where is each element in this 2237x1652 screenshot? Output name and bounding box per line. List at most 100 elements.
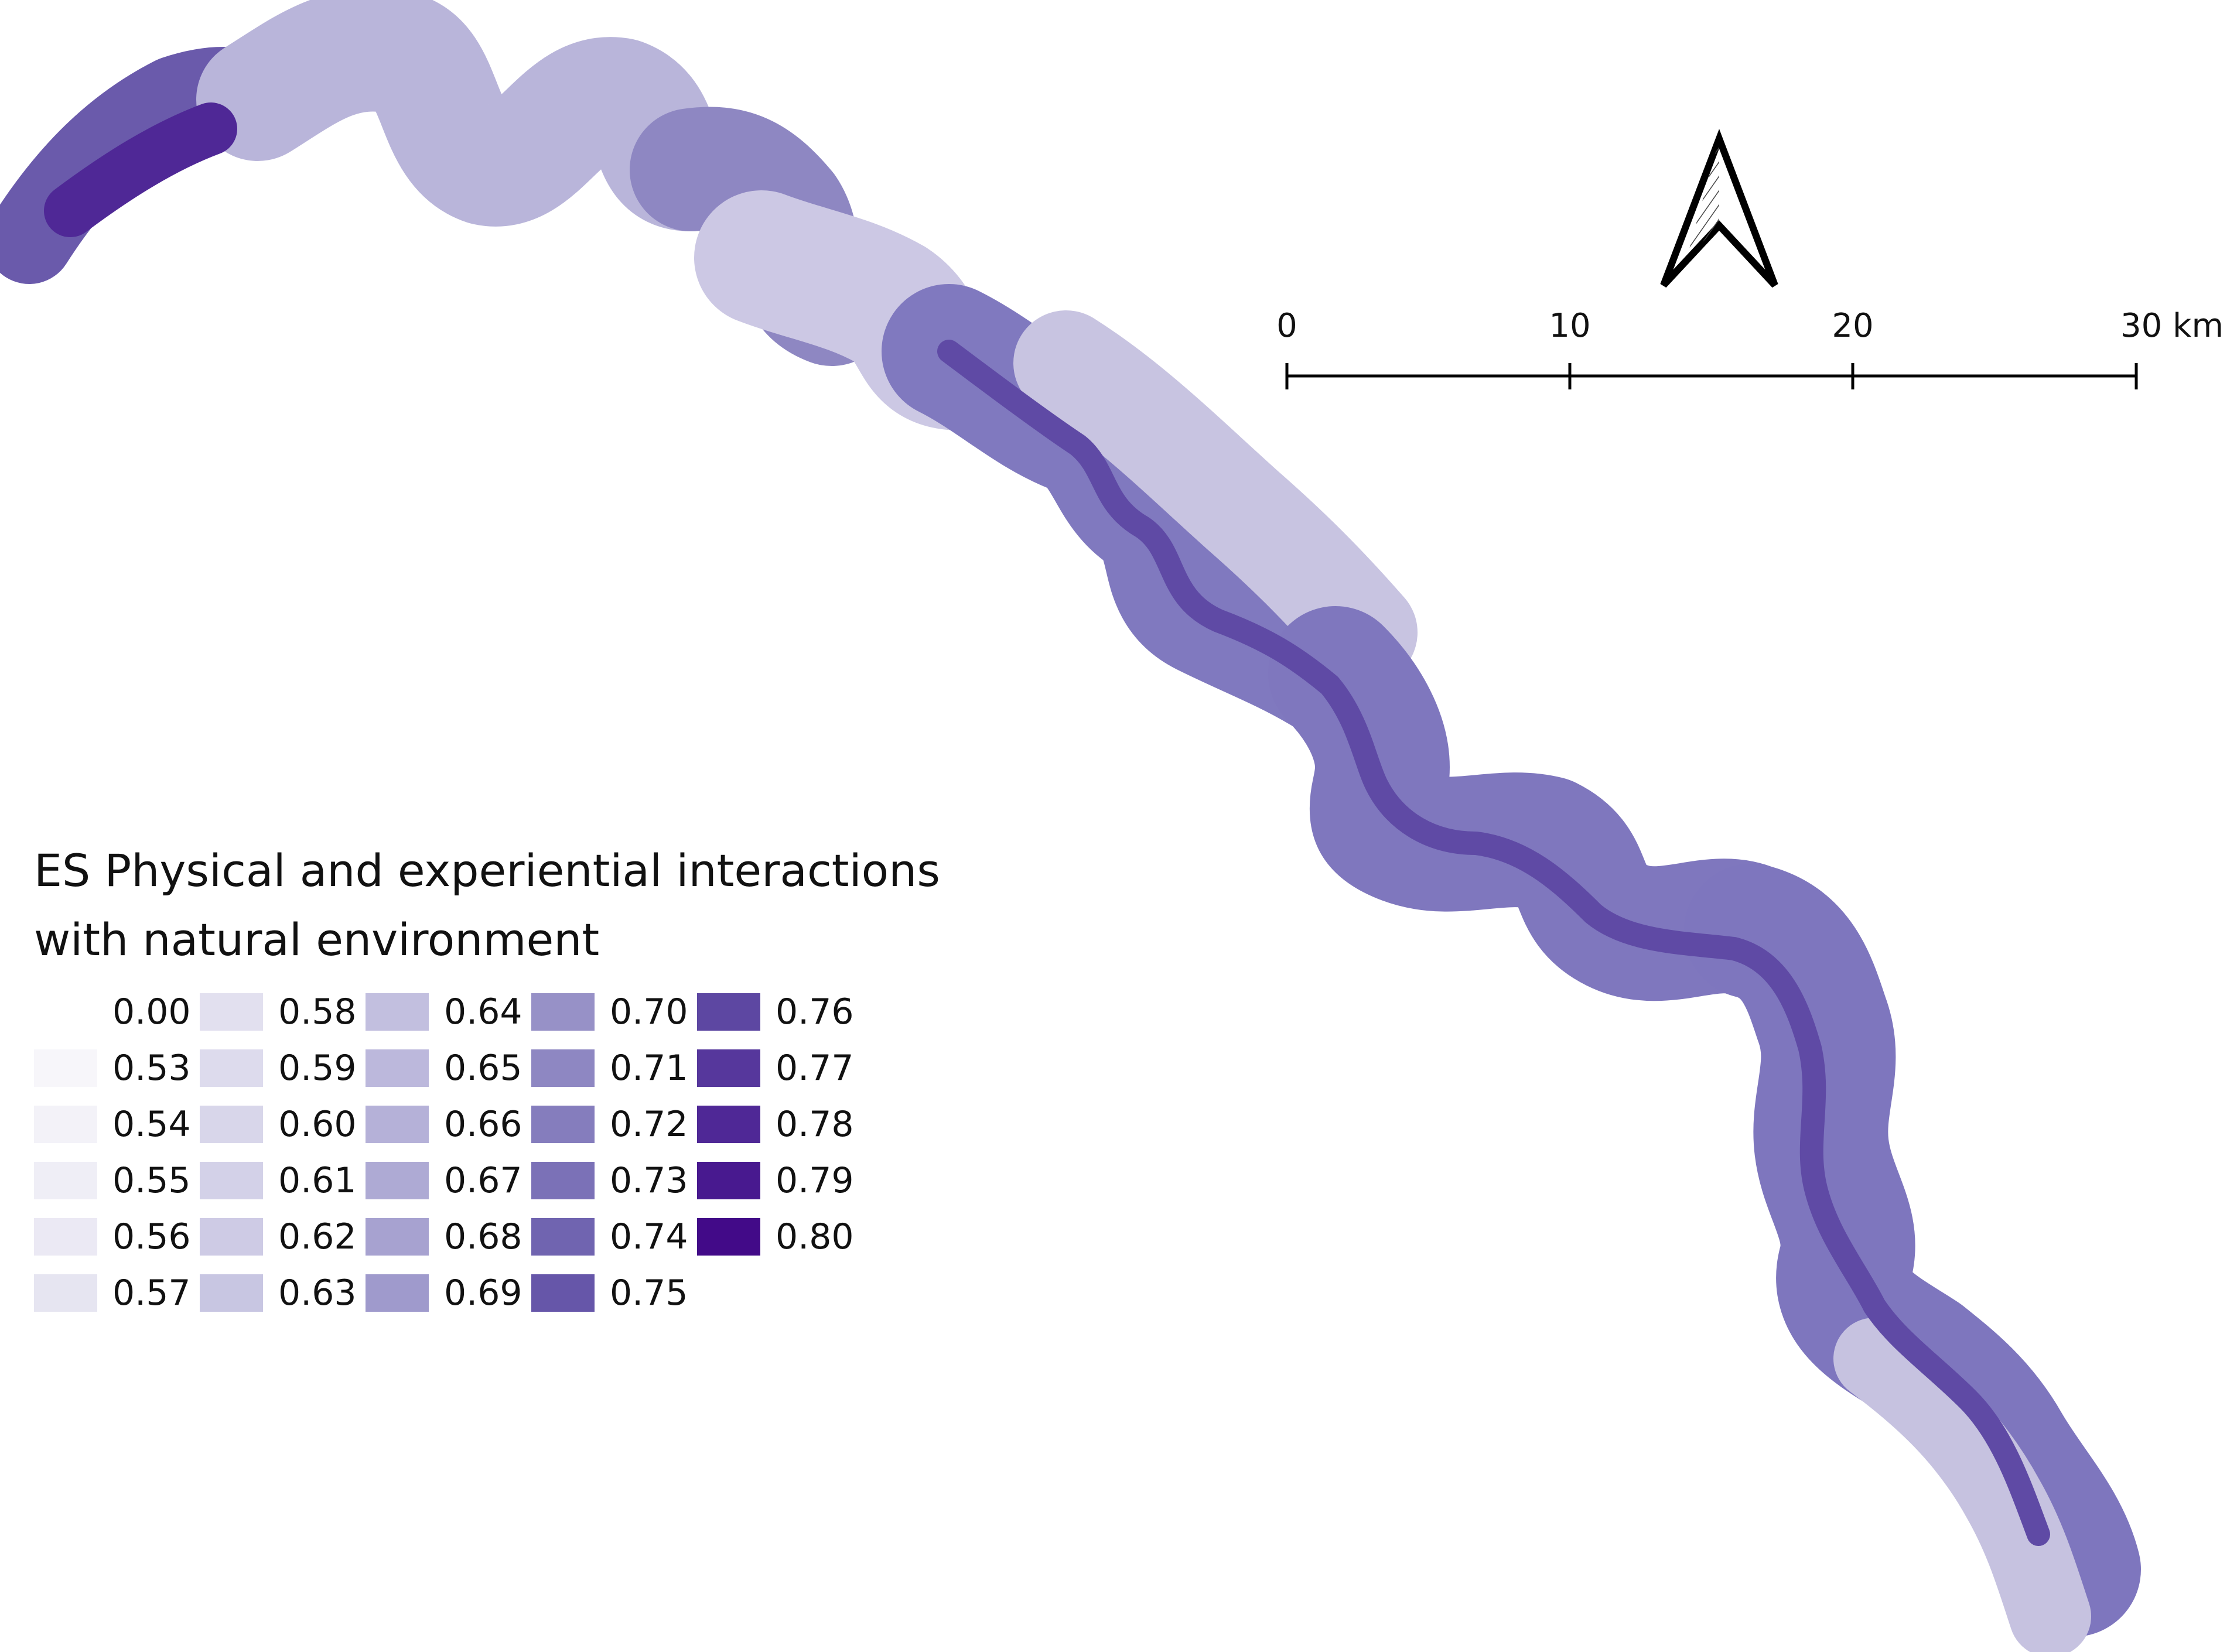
legend-label: 0.64 xyxy=(444,991,522,1032)
legend-title: ES Physical and experiential interaction… xyxy=(34,836,940,974)
legend-swatch xyxy=(531,1162,595,1199)
legend-entry: 0.00 xyxy=(34,989,191,1035)
legend-entry: 0.74 xyxy=(531,1213,688,1260)
legend-label: 0.75 xyxy=(610,1273,688,1314)
legend-entry: 0.67 xyxy=(366,1157,522,1204)
legend-label: 0.54 xyxy=(112,1104,191,1145)
legend-entry: 0.60 xyxy=(200,1101,357,1148)
scale-bar-labels: 0 10 20 30 km xyxy=(1276,307,2224,345)
legend-entry: 0.76 xyxy=(697,989,854,1035)
legend-entry: 0.57 xyxy=(34,1270,191,1316)
legend-entry: 0.70 xyxy=(531,989,688,1035)
legend-swatch xyxy=(366,1162,429,1199)
legend-label: 0.60 xyxy=(278,1104,357,1145)
legend-label: 0.69 xyxy=(444,1273,522,1314)
legend-swatch xyxy=(200,1162,263,1199)
legend-swatch xyxy=(697,1218,760,1256)
scale-label-20: 20 xyxy=(1832,307,1873,345)
legend-label: 0.62 xyxy=(278,1216,357,1257)
legend-label: 0.61 xyxy=(278,1160,357,1201)
legend-swatch xyxy=(34,1106,97,1143)
legend-label: 0.56 xyxy=(112,1216,191,1257)
legend-entry: 0.64 xyxy=(366,989,522,1035)
legend-entry: 0.75 xyxy=(531,1270,688,1316)
legend-swatch xyxy=(34,1049,97,1087)
legend-label: 0.71 xyxy=(610,1048,688,1089)
legend-label: 0.00 xyxy=(112,991,191,1032)
legend-label: 0.79 xyxy=(776,1160,854,1201)
north-arrow-icon xyxy=(1660,129,1778,288)
legend-entry: 0.61 xyxy=(200,1157,357,1204)
legend-label: 0.74 xyxy=(610,1216,688,1257)
legend-label: 0.65 xyxy=(444,1048,522,1089)
legend-entry: 0.77 xyxy=(697,1045,854,1092)
legend-swatch xyxy=(366,1106,429,1143)
legend-swatch xyxy=(34,993,97,1031)
legend-entry: 0.63 xyxy=(200,1270,357,1316)
legend-entry: 0.55 xyxy=(34,1157,191,1204)
legend-swatch xyxy=(34,1162,97,1199)
legend-swatch xyxy=(531,1274,595,1312)
legend-entry: 0.71 xyxy=(531,1045,688,1092)
legend-swatch xyxy=(697,1162,760,1199)
river-corridor xyxy=(0,0,2141,1652)
legend-swatch xyxy=(200,1106,263,1143)
legend-entry: 0.58 xyxy=(200,989,357,1035)
legend-entry: 0.69 xyxy=(366,1270,522,1316)
legend-label: 0.63 xyxy=(278,1273,357,1314)
legend-swatch xyxy=(697,993,760,1031)
legend-entry: 0.66 xyxy=(366,1101,522,1148)
legend-entry: 0.54 xyxy=(34,1101,191,1148)
scale-label-10: 10 xyxy=(1549,307,1590,345)
legend-swatch xyxy=(366,1274,429,1312)
legend-swatch xyxy=(531,1218,595,1256)
legend-swatch xyxy=(531,1049,595,1087)
legend-swatch xyxy=(200,993,263,1031)
legend-entry: 0.78 xyxy=(697,1101,854,1148)
legend-entry: 0.79 xyxy=(697,1157,854,1204)
legend-label: 0.55 xyxy=(112,1160,191,1201)
legend-label: 0.58 xyxy=(278,991,357,1032)
legend-entry: 0.53 xyxy=(34,1045,191,1092)
legend-label: 0.57 xyxy=(112,1273,191,1314)
legend-label: 0.72 xyxy=(610,1104,688,1145)
legend-swatch xyxy=(366,1049,429,1087)
legend-entry: 0.59 xyxy=(200,1045,357,1092)
corridor-segment-north xyxy=(196,0,753,231)
legend-label: 0.80 xyxy=(776,1216,854,1257)
legend-swatch xyxy=(200,1218,263,1256)
legend-label: 0.73 xyxy=(610,1160,688,1201)
corridor-segment-light-band xyxy=(1013,310,1418,685)
legend-swatch xyxy=(34,1218,97,1256)
legend-swatch xyxy=(531,1106,595,1143)
legend-label: 0.68 xyxy=(444,1216,522,1257)
legend-swatch xyxy=(200,1274,263,1312)
legend-entry: 0.56 xyxy=(34,1213,191,1260)
legend-entry: 0.73 xyxy=(531,1157,688,1204)
scale-label-30-km: 30 km xyxy=(2120,307,2224,345)
legend-label: 0.67 xyxy=(444,1160,522,1201)
river-channel xyxy=(937,340,2050,1546)
legend-label: 0.76 xyxy=(776,991,854,1032)
legend-entry: 0.68 xyxy=(366,1213,522,1260)
legend-entry: 0.80 xyxy=(697,1213,854,1260)
legend-label: 0.70 xyxy=(610,991,688,1032)
legend-title-line1: ES Physical and experiential interaction… xyxy=(34,844,940,897)
legend-swatch xyxy=(366,993,429,1031)
scale-label-0: 0 xyxy=(1276,307,1297,345)
legend-entry: 0.62 xyxy=(200,1213,357,1260)
legend-title-line2: with natural environment xyxy=(34,914,600,966)
legend-label: 0.77 xyxy=(776,1048,854,1089)
scale-bar xyxy=(1285,363,2138,389)
legend-swatch xyxy=(697,1049,760,1087)
legend-swatch xyxy=(531,993,595,1031)
legend-label: 0.78 xyxy=(776,1104,854,1145)
river-channel-north xyxy=(44,102,237,237)
legend-label: 0.59 xyxy=(278,1048,357,1089)
legend-swatch xyxy=(34,1274,97,1312)
corridor-segment-se-light xyxy=(1833,1318,2091,1652)
legend-label: 0.53 xyxy=(112,1048,191,1089)
legend-swatch xyxy=(200,1049,263,1087)
legend-label: 0.66 xyxy=(444,1104,522,1145)
